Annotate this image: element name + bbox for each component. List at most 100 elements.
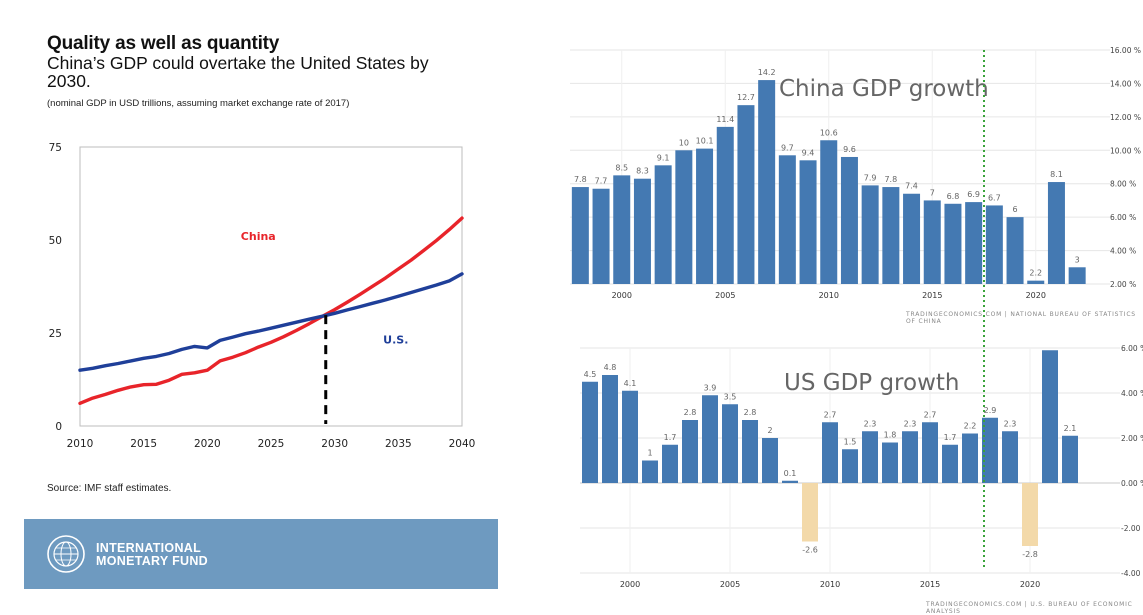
data-label: 7.9 [864, 173, 877, 182]
bar [982, 417, 998, 483]
bar [762, 438, 778, 483]
bar [1022, 483, 1038, 546]
y-tick-label: 4.00 % [1121, 389, 1143, 398]
data-label: -2.6 [802, 546, 818, 555]
bar [842, 449, 858, 483]
x-tick-label: 2005 [715, 291, 735, 300]
data-label: 6.9 [967, 190, 980, 199]
data-label: 7 [930, 188, 935, 197]
x-tick-label: 2015 [920, 580, 940, 589]
bar [903, 193, 921, 284]
bar [862, 431, 878, 483]
y-tick-label: 10.00 % [1110, 146, 1141, 155]
x-tick-label: 2035 [385, 438, 412, 450]
divider-line [983, 50, 985, 570]
data-label: 10 [679, 138, 689, 147]
bar [1006, 217, 1024, 284]
data-label: 9.6 [843, 145, 856, 154]
x-tick-label: 2020 [1026, 291, 1046, 300]
data-label: 8.1 [1050, 170, 1063, 179]
us-annotation: U.S. [383, 333, 408, 346]
data-label: 0.1 [784, 469, 797, 478]
chart-title: China GDP growth [779, 76, 989, 102]
bar [702, 395, 718, 483]
x-tick-label: 2015 [922, 291, 942, 300]
x-tick-label: 2030 [321, 438, 348, 450]
data-label: 4.5 [584, 370, 597, 379]
imf-logo-text: INTERNATIONAL MONETARY FUND [96, 542, 208, 568]
bar [802, 483, 818, 542]
bar [633, 178, 651, 284]
data-label: 2.1 [1064, 424, 1077, 433]
data-label: 9.7 [781, 143, 794, 152]
bar [1062, 435, 1078, 483]
data-label: 2.3 [864, 419, 877, 428]
data-label: 6 [1013, 205, 1018, 214]
imf-logo-banner: INTERNATIONAL MONETARY FUND [24, 519, 498, 589]
data-label: 3.9 [704, 383, 717, 392]
bar [882, 442, 898, 483]
bar [822, 422, 838, 483]
bar [1047, 182, 1065, 284]
data-label: 1.7 [664, 433, 677, 442]
x-tick-label: 2020 [194, 438, 221, 450]
data-label: 14.2 [758, 68, 776, 77]
data-label: 1.7 [944, 433, 957, 442]
data-label: 6.7 [988, 193, 1001, 202]
data-label: 6.8 [947, 192, 960, 201]
imf-chart-note: (nominal GDP in USD trillions, assuming … [47, 98, 350, 109]
bar [799, 160, 817, 284]
y-tick-label: 2.00 % [1110, 280, 1136, 289]
bar [962, 433, 978, 483]
y-tick-label: 4.00 % [1110, 247, 1136, 256]
bar [696, 148, 714, 284]
bar [861, 185, 879, 284]
bar [675, 150, 693, 284]
data-label: 7.8 [884, 175, 897, 184]
data-label: 7.8 [574, 175, 587, 184]
data-label: 9.1 [657, 153, 670, 162]
data-label: 2.7 [924, 410, 937, 419]
x-tick-label: 2005 [720, 580, 740, 589]
bar [722, 404, 738, 483]
data-label: 7.4 [905, 182, 918, 191]
imf-panel: Quality as well as quantity China’s GDP … [0, 0, 520, 615]
bar [622, 390, 638, 483]
bar [1042, 350, 1058, 483]
x-tick-label: 2010 [820, 580, 840, 589]
bar [840, 156, 858, 284]
y-tick-label: 16.00 % [1110, 46, 1141, 55]
us-gdp-growth-chart: 4.5 4.8 4.1 1 1.7 2.8 3.9 3.5 2.8 2 0.1 -2.6 2.7 1.5 2… [580, 344, 1143, 589]
bar [602, 375, 618, 483]
bar [1068, 267, 1086, 284]
bar [742, 420, 758, 483]
us-chart-source: TRADINGECONOMICS.COM | U.S. BUREAU OF EC… [926, 601, 1133, 615]
bar [778, 155, 796, 284]
bar [1027, 280, 1045, 284]
imf-logo-line2: MONETARY FUND [96, 554, 208, 568]
plot-frame [79, 146, 463, 427]
china-line [78, 216, 464, 405]
data-label: 2.2 [1029, 269, 1042, 278]
data-label: -2.8 [1022, 550, 1038, 559]
x-tick-label: 2000 [620, 580, 640, 589]
china-gdp-growth-chart: 7.8 7.7 8.5 8.3 9.1 10 10.1 11.4 12.7 14.2 9.7 9.4 1… [570, 46, 1141, 300]
data-label: 1.5 [844, 437, 857, 446]
bar [642, 460, 658, 483]
bar [654, 165, 672, 284]
bar [662, 444, 678, 483]
data-label: 7.7 [595, 177, 608, 186]
bar [582, 381, 598, 483]
y-tick-label: 75 [49, 142, 62, 154]
x-tick-label: 2015 [130, 438, 157, 450]
bar [944, 203, 962, 284]
y-tick-label: 0 [55, 421, 62, 433]
y-tick-label: 2.00 % [1121, 434, 1143, 443]
data-label: 4.1 [624, 379, 637, 388]
bar [922, 422, 938, 483]
x-tick-label: 2025 [258, 438, 285, 450]
data-label: 10.6 [820, 128, 838, 137]
y-tick-label: -4.00 % [1121, 569, 1143, 578]
data-label: 4.8 [604, 363, 617, 372]
us-line [78, 272, 464, 372]
